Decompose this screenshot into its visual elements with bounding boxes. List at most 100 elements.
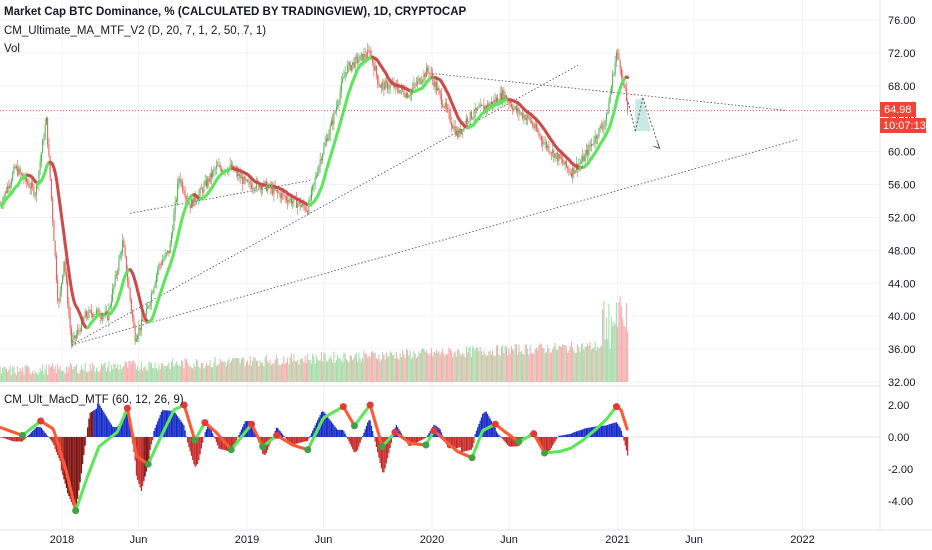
ma-segment <box>56 185 61 199</box>
macd-histogram-bar <box>620 430 623 437</box>
volume-bar <box>409 350 411 382</box>
macd-histogram-bar <box>250 421 253 437</box>
volume-bar <box>47 375 49 382</box>
candle-body <box>319 159 321 166</box>
volume-bar <box>140 361 142 382</box>
volume-bar <box>219 358 221 382</box>
macd-histogram-bar <box>367 422 369 437</box>
volume-bar <box>193 363 195 382</box>
volume-bar <box>243 358 245 382</box>
volume-bar <box>133 360 135 382</box>
macd-histogram-bar <box>504 437 506 443</box>
macd-histogram-bar <box>575 431 578 437</box>
macd-histogram-bar <box>55 437 58 453</box>
candle-body <box>5 191 7 193</box>
volume-bar <box>247 360 249 382</box>
macd-histogram-bar <box>128 420 130 437</box>
macd-cross-up-dot <box>227 446 235 454</box>
volume-legend[interactable]: Vol <box>4 43 20 55</box>
macd-histogram-bar <box>303 437 305 442</box>
macd-histogram-bar <box>180 421 183 437</box>
candle-body <box>219 165 221 169</box>
candle-body <box>543 142 545 145</box>
candle-body <box>595 135 597 139</box>
volume-bar <box>502 345 504 382</box>
candle-body <box>568 168 570 173</box>
volume-bar <box>169 369 171 382</box>
candle-body <box>490 101 492 105</box>
volume-bar <box>168 362 170 382</box>
macd-histogram-bar <box>570 433 573 437</box>
volume-bar <box>195 359 197 382</box>
candle-body <box>60 283 62 291</box>
volume-bar <box>310 363 312 382</box>
volume-bar <box>175 361 177 382</box>
macd-histogram-bar <box>283 435 285 437</box>
macd-histogram-bar <box>580 429 583 437</box>
macd-histogram-bar <box>233 437 235 446</box>
macd-histogram-bar <box>168 410 170 437</box>
macd-histogram-bar <box>94 409 96 437</box>
macd-histogram-bar <box>3 437 5 439</box>
projection-drawing <box>627 98 661 150</box>
candle-body <box>132 310 134 319</box>
volume-bar <box>449 349 451 382</box>
macd-cross-down-dot <box>37 417 45 425</box>
candle-body <box>617 52 619 54</box>
macd-indicator-legend[interactable]: CM_Ult_MacD_MTF (60, 12, 26, 9) <box>4 394 184 406</box>
macd-histogram-bar <box>14 437 16 442</box>
volume-bar <box>257 361 259 382</box>
volume-bar <box>79 370 81 382</box>
volume-bar <box>128 360 130 382</box>
volume-bar <box>9 365 11 382</box>
candle-body <box>282 193 284 194</box>
candle-body <box>38 170 40 184</box>
volume-bar <box>268 363 270 382</box>
macd-histogram-bar <box>313 428 315 437</box>
candle-body <box>480 104 482 106</box>
volume-bar <box>183 368 185 382</box>
candle-body <box>304 206 306 211</box>
macd-histogram-bar <box>294 437 296 445</box>
macd-histogram-bar <box>103 412 105 437</box>
candle-body <box>334 111 336 113</box>
macd-histogram-bar <box>159 415 161 437</box>
ma-indicator-legend[interactable]: CM_Ultimate_MA_MTF_V2 (D, 20, 7, 1, 2, 5… <box>4 25 267 37</box>
macd-histogram-bar <box>99 405 101 437</box>
macd-histogram-bar <box>420 437 423 441</box>
volume-bar <box>529 345 531 382</box>
volume-bar <box>388 355 390 382</box>
macd-histogram-bar <box>54 437 56 450</box>
candle-body <box>149 302 151 306</box>
volume-bar <box>155 368 157 382</box>
macd-histogram-bar <box>585 428 588 437</box>
candle-body <box>607 113 609 115</box>
volume-bar <box>343 352 345 382</box>
candle-body <box>567 166 569 169</box>
volume-bar <box>222 361 224 382</box>
volume-bar <box>432 356 434 382</box>
candle-body <box>510 103 512 108</box>
macd-histogram-bar <box>189 437 191 452</box>
macd-histogram-bar <box>569 433 571 437</box>
candle-body <box>264 181 266 182</box>
volume-bar <box>597 346 599 382</box>
volume-bar <box>250 365 252 382</box>
volume-bar <box>550 352 552 382</box>
macd-histogram-bar <box>483 412 485 437</box>
symbol-legend[interactable]: Market Cap BTC Dominance, % (CALCULATED … <box>4 6 467 18</box>
candle-body <box>529 117 531 122</box>
candle-body <box>517 108 519 112</box>
price-axis-tick-label: 72.00 <box>888 48 916 60</box>
volume-bar <box>522 353 524 382</box>
macd-histogram-bar <box>605 425 608 437</box>
macd-histogram-bar <box>47 435 49 437</box>
candle-body <box>352 62 354 65</box>
candle-body <box>413 83 415 88</box>
candle-body <box>85 311 87 317</box>
candle-body <box>318 165 320 174</box>
candle-body <box>542 140 544 145</box>
volume-bar <box>287 357 289 382</box>
candle-body <box>624 85 626 89</box>
candle-body <box>110 301 112 306</box>
